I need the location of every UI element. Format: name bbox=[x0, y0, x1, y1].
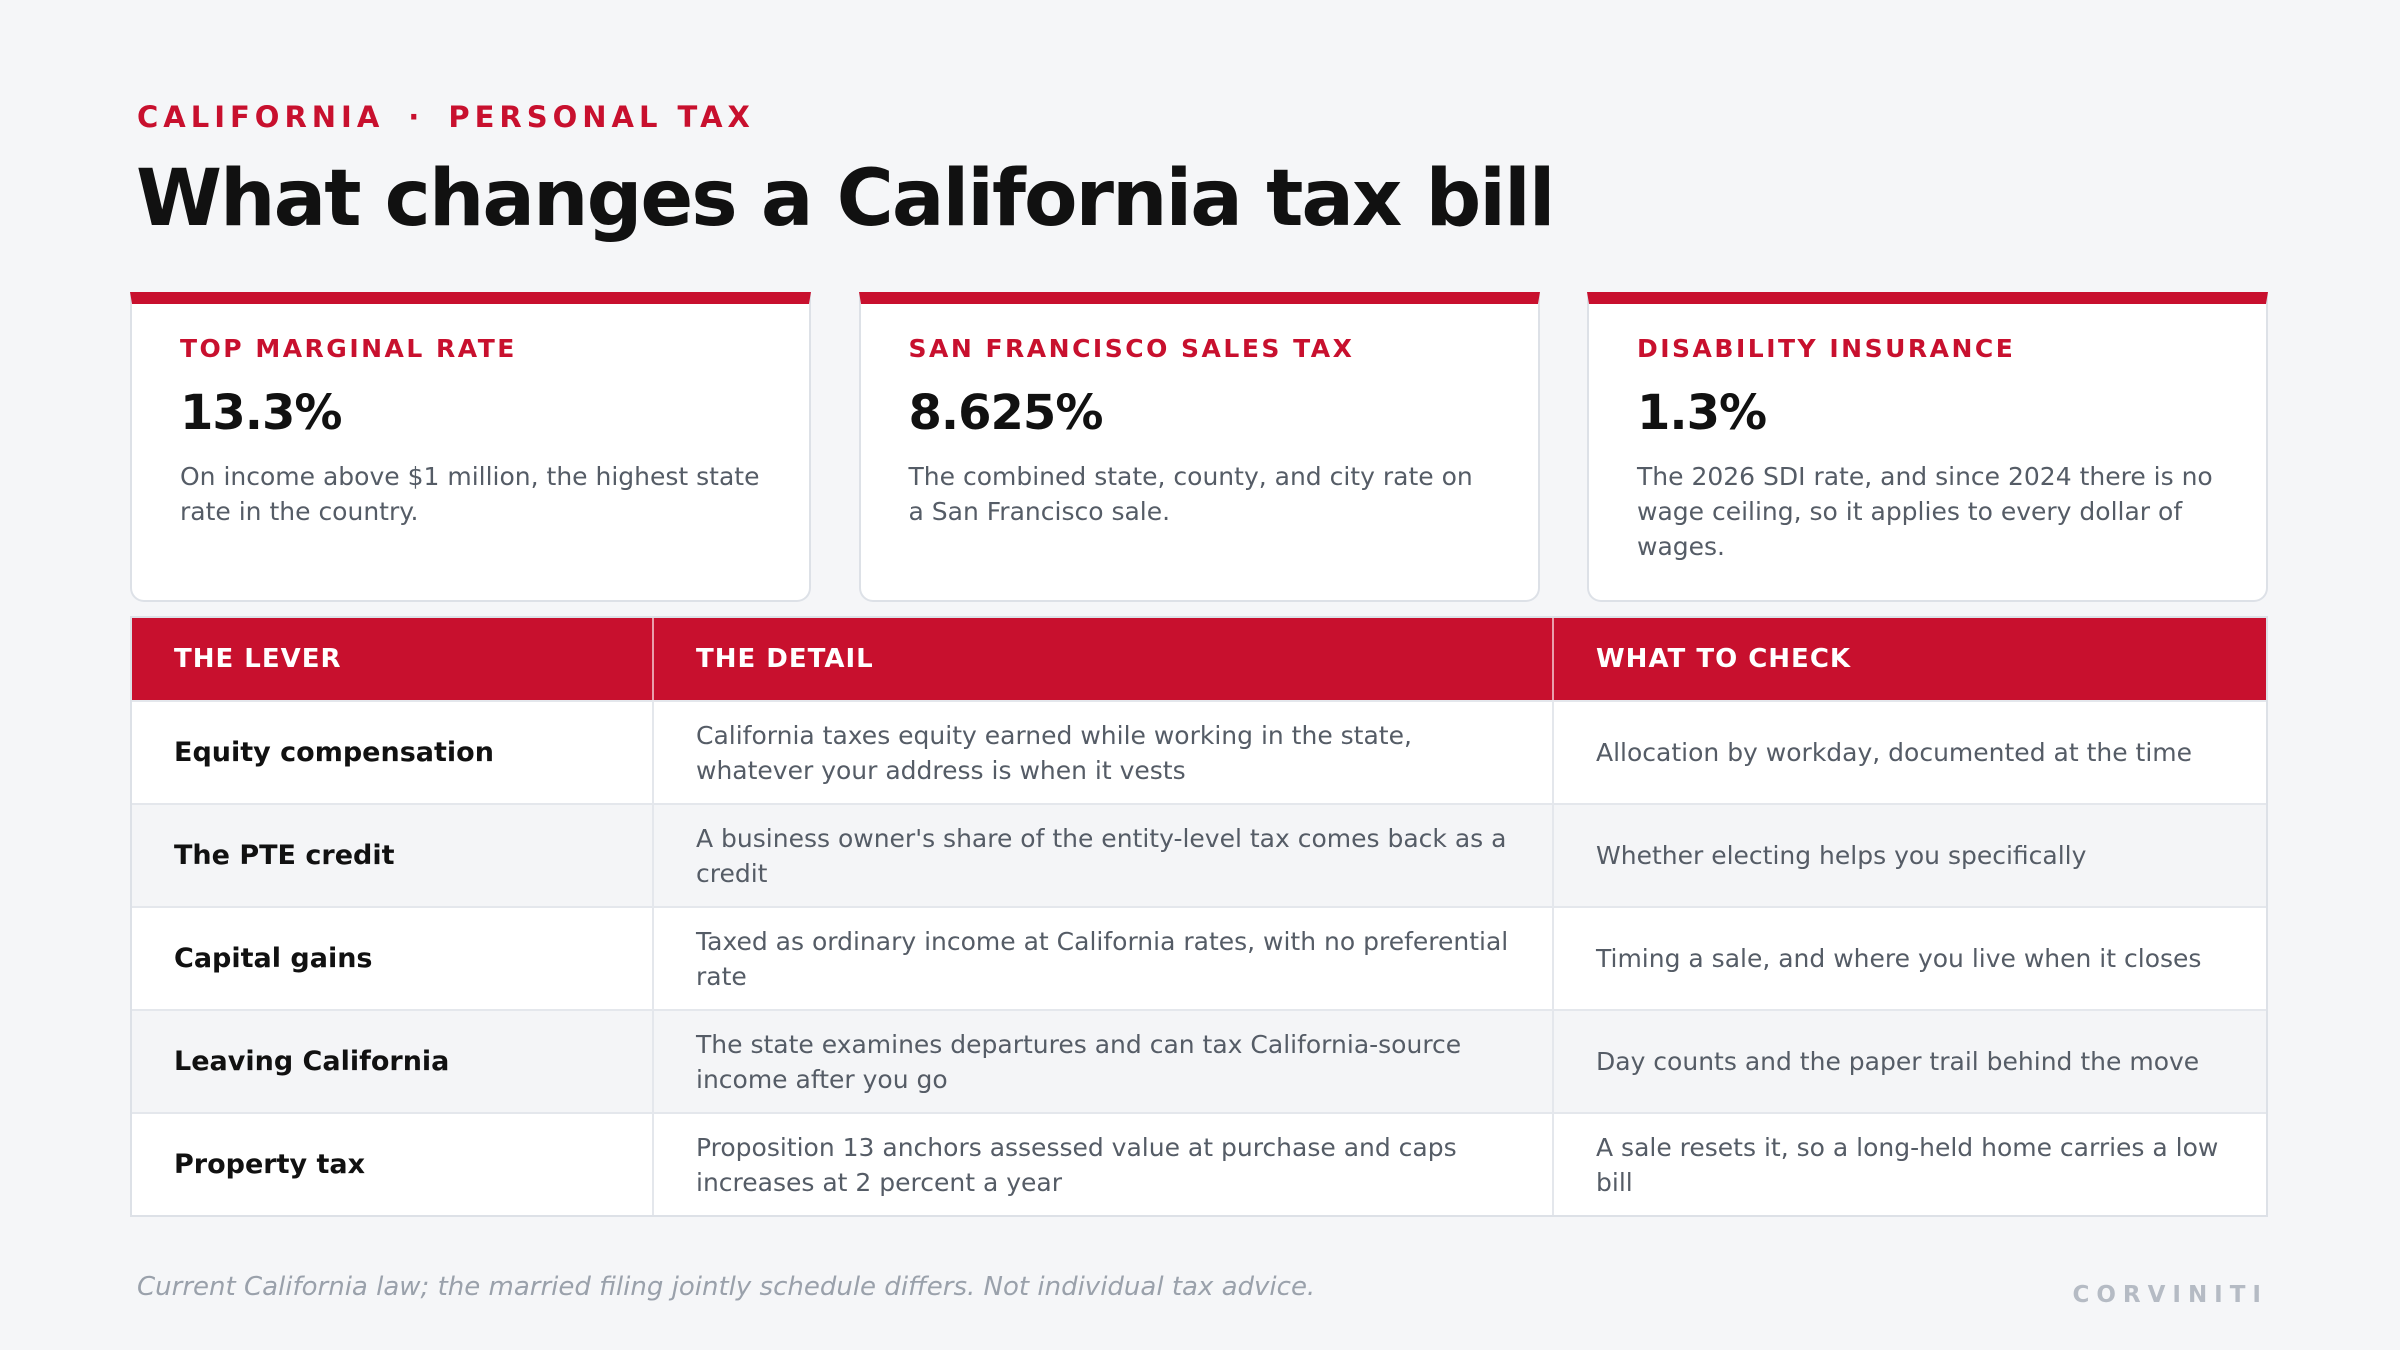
stat-card-description: On income above $1 million, the highest … bbox=[180, 462, 760, 526]
footnote: Current California law; the married fili… bbox=[137, 1272, 1316, 1302]
stat-card-description: The combined state, county, and city rat… bbox=[908, 462, 1473, 526]
check-cell: Whether electing helps you specifically bbox=[1596, 841, 2087, 870]
table-row: The PTE credit A business owner's share … bbox=[132, 803, 2266, 906]
lever-cell: The PTE credit bbox=[132, 805, 654, 906]
stat-card-top-marginal-rate: TOP MARGINAL RATE 13.3% On income above … bbox=[130, 292, 811, 602]
detail-cell: A business owner's share of the entity-l… bbox=[654, 805, 1554, 906]
stat-card-value: 8.625% bbox=[908, 385, 1104, 441]
table-row: Capital gains Taxed as ordinary income a… bbox=[132, 906, 2266, 1009]
column-header-detail: THE DETAIL bbox=[654, 618, 1554, 700]
eyebrow-topic: PERSONAL TAX bbox=[448, 100, 755, 134]
levers-table: THE LEVER THE DETAIL WHAT TO CHECK Equit… bbox=[130, 616, 2268, 1217]
stat-cards: TOP MARGINAL RATE 13.3% On income above … bbox=[130, 292, 2268, 602]
column-header-check: WHAT TO CHECK bbox=[1596, 644, 1852, 674]
stat-card-description: The 2026 SDI rate, and since 2024 there … bbox=[1637, 462, 2213, 561]
lever-cell: Capital gains bbox=[132, 908, 654, 1009]
brand-wordmark: CORVINITI bbox=[2072, 1282, 2268, 1308]
check-cell: Day counts and the paper trail behind th… bbox=[1596, 1047, 2200, 1076]
stat-card-sales-tax: SAN FRANCISCO SALES TAX 8.625% The combi… bbox=[858, 292, 1540, 602]
page-title: What changes a California tax bill bbox=[136, 154, 1556, 244]
eyebrow: CALIFORNIA · PERSONAL TAX bbox=[137, 100, 755, 134]
check-cell: Timing a sale, and where you live when i… bbox=[1596, 944, 2202, 973]
detail-cell: Proposition 13 anchors assessed value at… bbox=[654, 1114, 1554, 1215]
detail-cell: The state examines departures and can ta… bbox=[654, 1011, 1554, 1112]
check-cell: A sale resets it, so a long-held home ca… bbox=[1596, 1132, 2219, 1197]
stat-card-label: DISABILITY INSURANCE bbox=[1637, 334, 2016, 363]
lever-cell: Equity compensation bbox=[132, 702, 654, 803]
lever-cell: Leaving California bbox=[132, 1011, 654, 1112]
stat-card-value: 1.3% bbox=[1637, 385, 1767, 441]
eyebrow-separator: · bbox=[408, 100, 425, 134]
check-cell: Allocation by workday, documented at the… bbox=[1596, 738, 2193, 767]
table-row: Property tax Proposition 13 anchors asse… bbox=[132, 1112, 2266, 1215]
table-row: Leaving California The state examines de… bbox=[132, 1009, 2266, 1112]
stat-card-label: TOP MARGINAL RATE bbox=[180, 334, 517, 363]
table-row: Equity compensation California taxes equ… bbox=[132, 700, 2266, 803]
detail-cell: Taxed as ordinary income at California r… bbox=[654, 908, 1554, 1009]
stat-card-value: 13.3% bbox=[180, 385, 343, 441]
lever-cell: Property tax bbox=[132, 1114, 654, 1215]
table-header-row: THE LEVER THE DETAIL WHAT TO CHECK bbox=[132, 618, 2266, 700]
column-header-lever: THE LEVER bbox=[132, 618, 654, 700]
stat-card-disability-insurance: DISABILITY INSURANCE 1.3% The 2026 SDI r… bbox=[1587, 292, 2268, 602]
detail-cell: California taxes equity earned while wor… bbox=[654, 702, 1554, 803]
eyebrow-state: CALIFORNIA bbox=[137, 100, 385, 134]
stat-card-label: SAN FRANCISCO SALES TAX bbox=[908, 334, 1355, 363]
